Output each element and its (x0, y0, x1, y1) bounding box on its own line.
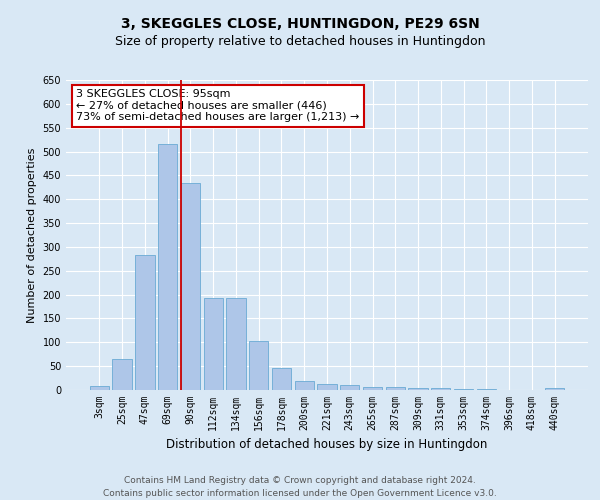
Bar (545, 388, 564, 390)
Bar (476, 389, 496, 390)
Text: Size of property relative to detached houses in Huntingdon: Size of property relative to detached ho… (115, 35, 485, 48)
Bar (203, 298, 223, 390)
Text: 3 SKEGGLES CLOSE: 95sqm
← 27% of detached houses are smaller (446)
73% of semi-d: 3 SKEGGLES CLOSE: 95sqm ← 27% of detache… (76, 90, 360, 122)
Bar (181, 182, 200, 390)
Bar (363, 386, 382, 390)
Text: Contains HM Land Registry data © Crown copyright and database right 2024.
Contai: Contains HM Land Registry data © Crown c… (103, 476, 497, 498)
X-axis label: Distribution of detached houses by size in Huntingdon: Distribution of detached houses by size … (166, 438, 488, 452)
Bar (272, 368, 291, 390)
Bar (226, 298, 245, 390)
Bar (135, 255, 155, 390)
Bar (249, 341, 268, 390)
Bar (90, 386, 109, 390)
Bar (295, 381, 314, 390)
Bar (454, 388, 473, 390)
Bar (431, 388, 451, 390)
Bar (386, 387, 405, 390)
Bar (158, 144, 178, 390)
Bar (340, 385, 359, 390)
Bar (409, 388, 428, 390)
Text: 3, SKEGGLES CLOSE, HUNTINGDON, PE29 6SN: 3, SKEGGLES CLOSE, HUNTINGDON, PE29 6SN (121, 18, 479, 32)
Bar (112, 359, 132, 390)
Bar (317, 384, 337, 390)
Y-axis label: Number of detached properties: Number of detached properties (27, 148, 37, 322)
